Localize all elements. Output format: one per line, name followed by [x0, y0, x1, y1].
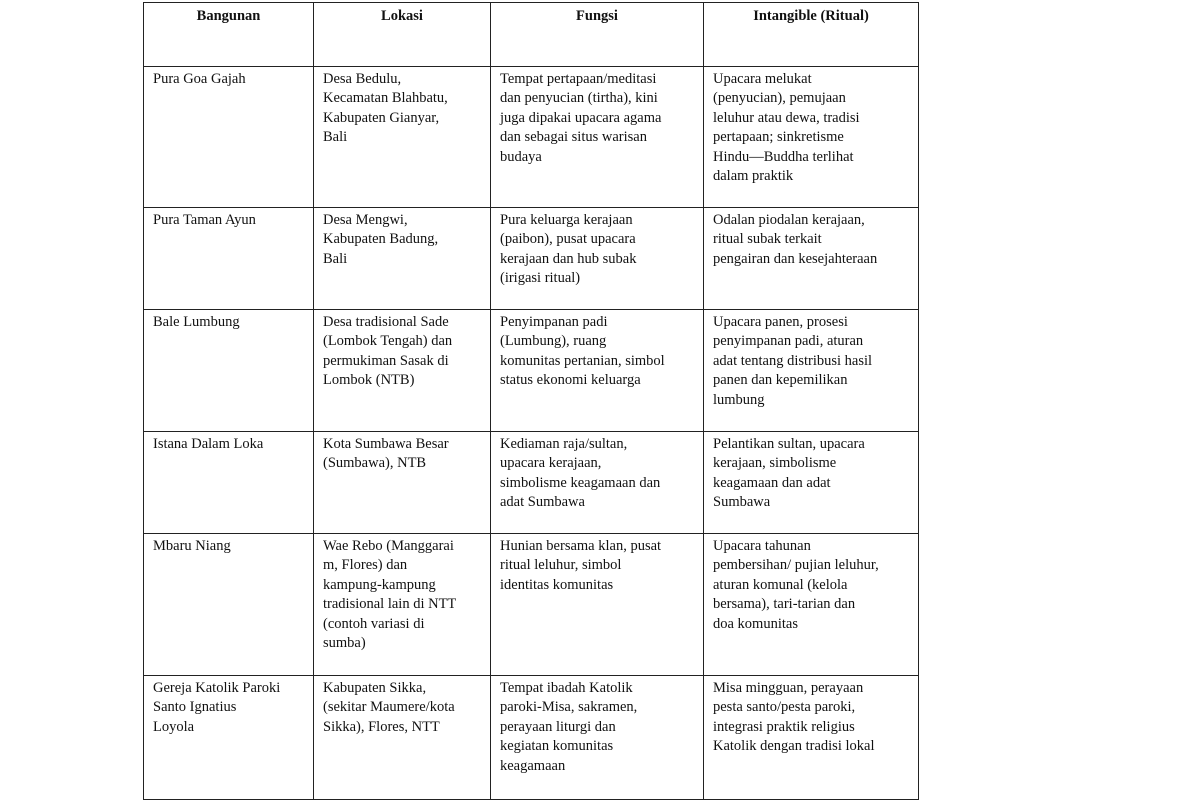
cell-intangible: Odalan piodalan kerajaan, ritual subak t…	[703, 207, 919, 310]
cell-bangunan: Pura Taman Ayun	[143, 207, 314, 310]
cell-fungsi: Tempat pertapaan/meditasi dan penyucian …	[490, 66, 704, 208]
table-row: Istana Dalam Loka Kota Sumbawa Besar (Sum…	[143, 431, 919, 534]
cell-fungsi: Tempat ibadah Katolik paroki-Misa, sakra…	[490, 675, 704, 800]
cell-intangible: Pelantikan sultan, upacara kerajaan, sim…	[703, 431, 919, 534]
table-row: Mbaru Niang Wae Rebo (Manggarai m, Flores…	[143, 533, 919, 676]
cell-lokasi: Desa Mengwi, Kabupaten Badung, Bali	[313, 207, 491, 310]
cell-lokasi: Desa tradisional Sade (Lombok Tengah) da…	[313, 309, 491, 432]
heritage-table: Bangunan Lokasi Fungsi Intangible (Ritua…	[143, 2, 919, 800]
header-row: Bangunan Lokasi Fungsi Intangible (Ritua…	[143, 2, 919, 67]
cell-lokasi: Desa Bedulu, Kecamatan Blahbatu, Kabupat…	[313, 66, 491, 208]
cell-lokasi: Kota Sumbawa Besar (Sumbawa), NTB	[313, 431, 491, 534]
cell-bangunan: Istana Dalam Loka	[143, 431, 314, 534]
cell-bangunan: Mbaru Niang	[143, 533, 314, 676]
header-intangible: Intangible (Ritual)	[703, 2, 919, 67]
header-bangunan: Bangunan	[143, 2, 314, 67]
cell-bangunan: Pura Goa Gajah	[143, 66, 314, 208]
table-row: Pura Taman Ayun Desa Mengwi, Kabupaten Ba…	[143, 207, 919, 310]
cell-bangunan: Gereja Katolik Paroki Santo Ignatius Loy…	[143, 675, 314, 800]
cell-intangible: Misa mingguan, perayaan pesta santo/pest…	[703, 675, 919, 800]
header-lokasi: Lokasi	[313, 2, 491, 67]
table-row: Pura Goa Gajah Desa Bedulu, Kecamatan Bla…	[143, 66, 919, 208]
cell-fungsi: Kediaman raja/sultan, upacara kerajaan, …	[490, 431, 704, 534]
cell-intangible: Upacara melukat (penyucian), pemujaan le…	[703, 66, 919, 208]
cell-fungsi: Penyimpanan padi (Lumbung), ruang komuni…	[490, 309, 704, 432]
header-fungsi: Fungsi	[490, 2, 704, 67]
cell-bangunan: Bale Lumbung	[143, 309, 314, 432]
table-row: Bale Lumbung Desa tradisional Sade (Lombo…	[143, 309, 919, 432]
cell-intangible: Upacara tahunan pembersihan/ pujian lelu…	[703, 533, 919, 676]
cell-fungsi: Pura keluarga kerajaan (paibon), pusat u…	[490, 207, 704, 310]
cell-lokasi: Kabupaten Sikka, (sekitar Maumere/kota S…	[313, 675, 491, 800]
table-row: Gereja Katolik Paroki Santo Ignatius Loy…	[143, 675, 919, 800]
cell-intangible: Upacara panen, prosesi penyimpanan padi,…	[703, 309, 919, 432]
cell-lokasi: Wae Rebo (Manggarai m, Flores) dan kampu…	[313, 533, 491, 676]
cell-fungsi: Hunian bersama klan, pusat ritual leluhu…	[490, 533, 704, 676]
